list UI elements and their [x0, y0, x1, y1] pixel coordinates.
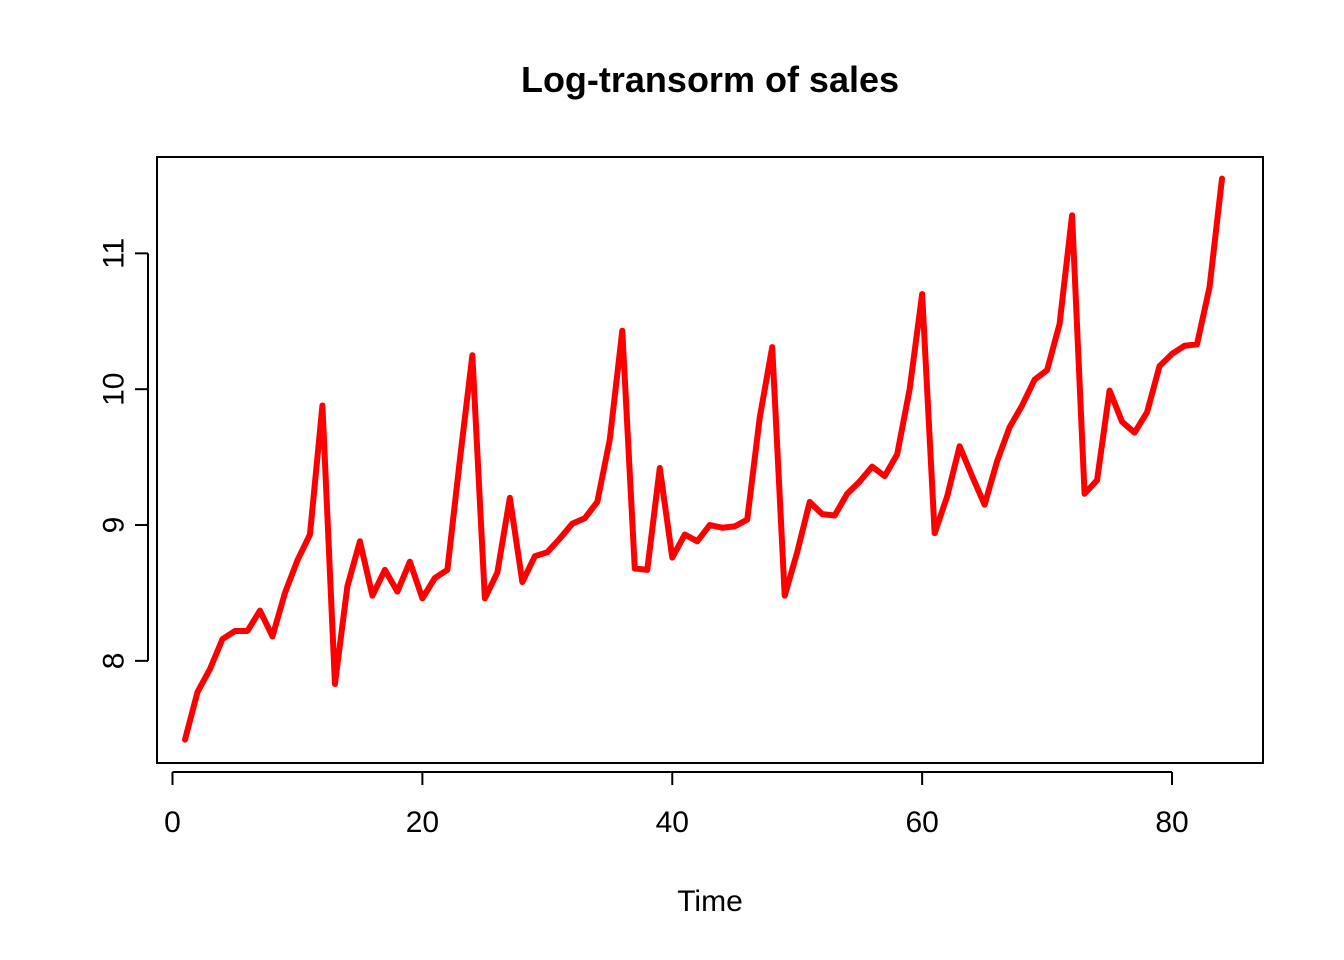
- y-tick-label: 10: [98, 372, 131, 405]
- x-tick-label: 20: [406, 806, 439, 839]
- x-tick-label: 60: [905, 806, 938, 839]
- y-axis: 8 9 10 11: [98, 238, 149, 669]
- y-tick-label: 11: [98, 238, 131, 269]
- y-tick-label: 9: [98, 517, 131, 534]
- x-axis-label: Time: [677, 885, 743, 918]
- y-tick-label: 8: [98, 653, 131, 670]
- series-layer: [182, 175, 1225, 743]
- chart-title: Log-transorm of sales: [521, 59, 899, 100]
- x-axis: 0 20 40 60 80: [164, 771, 1189, 839]
- x-tick-label: 0: [164, 806, 181, 839]
- x-tick-label: 80: [1155, 806, 1188, 839]
- series-line: [182, 175, 1225, 743]
- plot-area-border: [156, 156, 1264, 764]
- x-tick-label: 40: [656, 806, 689, 839]
